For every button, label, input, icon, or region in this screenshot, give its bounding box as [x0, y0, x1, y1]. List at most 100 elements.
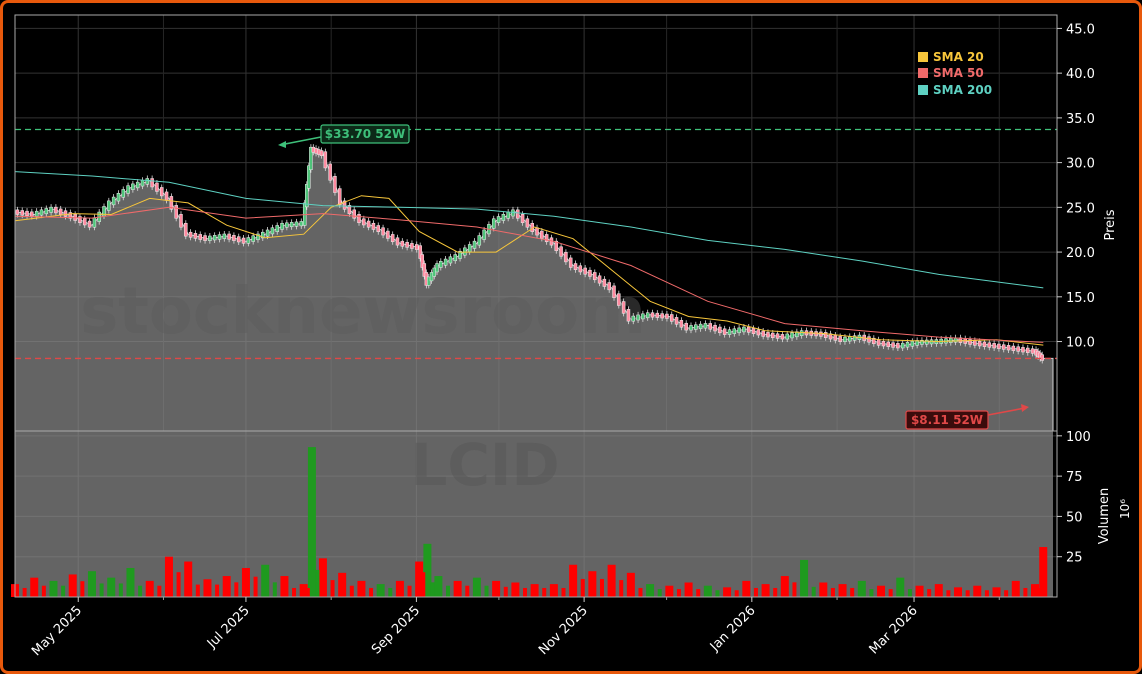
- candle: [564, 252, 568, 263]
- volume-bar: [330, 580, 335, 597]
- candle: [751, 328, 756, 334]
- candle: [742, 326, 746, 333]
- candle: [1021, 347, 1025, 353]
- legend-sma20: SMA 20: [933, 50, 984, 64]
- candle: [501, 214, 506, 221]
- candle: [299, 221, 304, 227]
- volume-bar: [49, 580, 58, 597]
- candle: [294, 221, 299, 227]
- candle: [641, 313, 645, 320]
- candle: [896, 343, 900, 349]
- candle: [232, 235, 236, 241]
- candle: [54, 206, 58, 214]
- volume-panel-border: [14, 430, 1058, 598]
- volume-bar: [715, 590, 720, 597]
- candle: [876, 339, 881, 346]
- candle: [256, 233, 260, 241]
- candle: [684, 322, 688, 331]
- candle: [626, 309, 631, 322]
- candle: [977, 341, 982, 347]
- candle: [900, 342, 905, 349]
- candle: [766, 332, 770, 338]
- candle: [925, 339, 929, 345]
- volume-bar: [138, 585, 143, 597]
- candle: [819, 331, 823, 337]
- candle: [660, 313, 664, 319]
- legend-swatch-sma20: [918, 52, 928, 62]
- volume-bar: [934, 584, 943, 597]
- candle: [236, 236, 241, 243]
- volume-bar: [954, 587, 963, 597]
- candle: [910, 341, 915, 347]
- volume-bar: [41, 585, 46, 597]
- stock-chart: stocknewsroom LCID 10.0 15.0 20.0 25.0 30.0 3…: [11, 14, 1132, 659]
- candle: [785, 333, 789, 340]
- price-y-axis: 10.0 15.0 20.0 25.0 30.0 35.0 40.0 45.0: [1057, 22, 1095, 351]
- volume-bar: [888, 589, 893, 597]
- volume-bar: [222, 576, 231, 597]
- ticker-watermark: LCID: [410, 431, 559, 499]
- price-tick-label: 40.0: [1066, 67, 1095, 82]
- candle: [631, 315, 636, 322]
- candle: [203, 235, 207, 241]
- volume-bar: [453, 580, 462, 597]
- price-axis-label: Preis: [1103, 209, 1118, 240]
- volume-bar: [773, 587, 778, 597]
- candle: [467, 244, 472, 253]
- volume-bar: [61, 585, 66, 597]
- candle: [665, 313, 669, 319]
- candle: [261, 231, 265, 239]
- candle: [58, 208, 63, 215]
- candle: [1040, 354, 1044, 361]
- candle: [583, 267, 587, 275]
- low-52w-annotation: $8.11 52W: [905, 404, 1029, 430]
- volume-bar: [665, 585, 674, 597]
- candle: [107, 200, 111, 211]
- volume-bar: [830, 587, 835, 597]
- date-tick-label: Jan 2026: [707, 603, 759, 655]
- volume-bar: [607, 564, 616, 597]
- candle: [305, 184, 309, 208]
- candle: [443, 258, 448, 266]
- candle: [588, 269, 592, 277]
- volume-bars: [11, 447, 1048, 597]
- volume-bar: [465, 585, 470, 597]
- candle: [212, 235, 217, 241]
- candle: [554, 240, 559, 251]
- candle: [140, 180, 145, 187]
- legend: SMA 20 SMA 50 SMA 200: [918, 50, 992, 97]
- candle: [20, 210, 24, 216]
- candle: [679, 320, 684, 328]
- candle: [347, 205, 352, 215]
- candle: [823, 332, 828, 338]
- candle: [905, 341, 910, 348]
- candle: [289, 222, 294, 228]
- candle: [15, 209, 20, 215]
- price-tick-label: 15.0: [1066, 291, 1095, 306]
- volume-bar: [30, 577, 39, 597]
- candle: [886, 341, 891, 347]
- candle: [116, 193, 121, 202]
- volume-bar: [523, 587, 528, 597]
- candle: [150, 178, 154, 188]
- volume-bar: [915, 585, 924, 597]
- volume-bar: [423, 543, 432, 597]
- candle: [83, 218, 87, 226]
- volume-bar: [157, 585, 162, 597]
- candle: [439, 261, 443, 268]
- candle: [520, 214, 525, 224]
- volume-bar: [99, 583, 104, 597]
- candle: [405, 241, 409, 248]
- volume-bar: [338, 572, 347, 597]
- candle: [30, 211, 34, 217]
- low-52w-label: $8.11 52W: [911, 413, 983, 427]
- volume-bar: [946, 590, 951, 597]
- candle: [1026, 347, 1030, 353]
- candle: [727, 329, 732, 335]
- candle: [420, 254, 424, 268]
- volume-bar: [407, 585, 412, 597]
- candle: [732, 328, 737, 334]
- volume-bar: [434, 576, 443, 597]
- candle: [458, 250, 462, 259]
